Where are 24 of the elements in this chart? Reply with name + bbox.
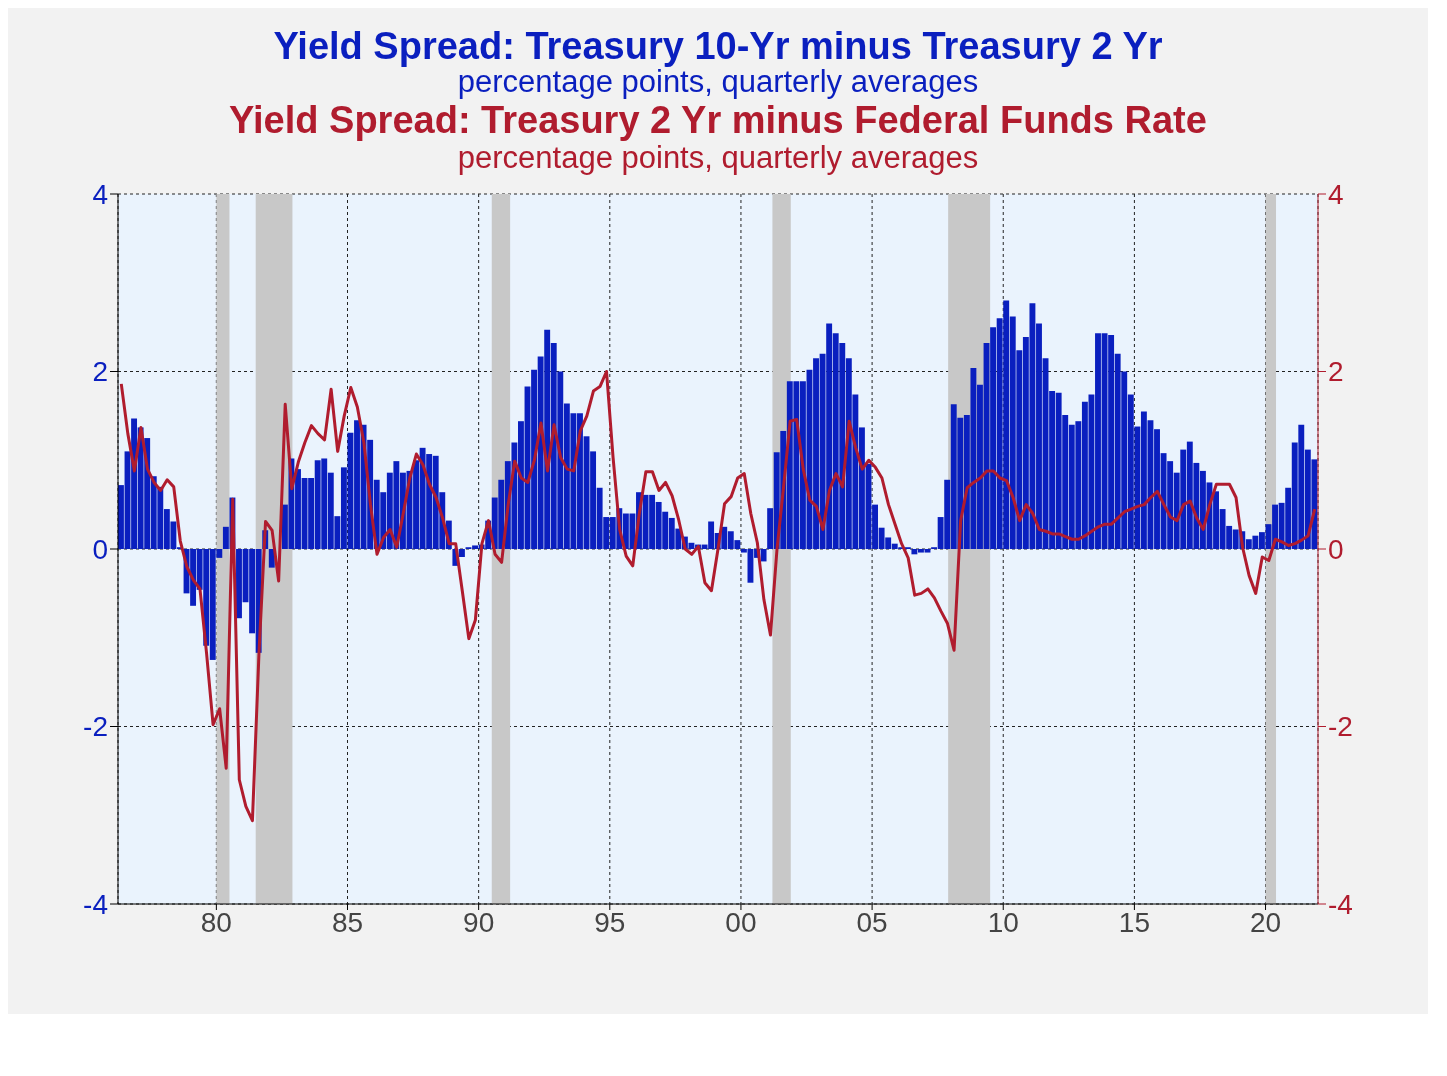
y2-tick-label: 2 <box>1328 356 1344 388</box>
y2-tick-label: 0 <box>1328 533 1344 565</box>
x-tick-label: 80 <box>200 906 232 938</box>
x-tick-label: 00 <box>725 906 757 938</box>
x-tick-label: 85 <box>331 906 364 938</box>
y2-tick-label: 4 <box>1328 178 1344 210</box>
x-tick-label: 95 <box>594 906 626 938</box>
y2-tick-label: -4 <box>1328 888 1353 920</box>
text: Yield Spread: Treasury 2 Yr minus Federal Funds Rate <box>228 99 1208 142</box>
bar <box>458 549 465 557</box>
text: percentage points, quarterly averages <box>457 140 980 175</box>
x-tick-label: 20 <box>1249 906 1282 938</box>
y-tick-label: -2 <box>83 711 108 743</box>
x-tick-label: 15 <box>1118 906 1150 938</box>
y-tick-label: 2 <box>92 356 108 388</box>
y-tick-label: 0 <box>92 533 108 565</box>
y2-tick-label: -2 <box>1328 711 1353 743</box>
chart-title: Yield Spread: Treasury 10-Yr minus Treasury 2 Yr <box>272 25 1164 67</box>
y-tick-label: -4 <box>83 888 108 920</box>
y-tick-label: 4 <box>92 178 108 210</box>
x-tick-label: 05 <box>856 906 888 938</box>
x-tick-label: 90 <box>463 906 495 938</box>
x-tick-label: 10 <box>987 906 1019 938</box>
bar <box>760 549 767 562</box>
